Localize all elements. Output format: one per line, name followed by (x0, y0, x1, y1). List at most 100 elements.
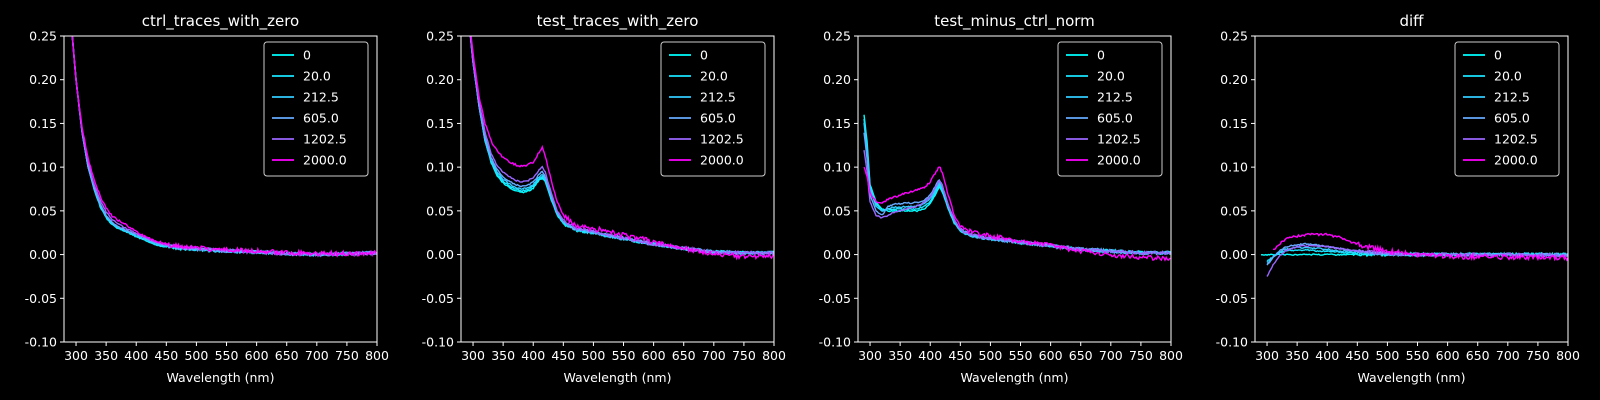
y-tick-label: -0.10 (25, 335, 57, 350)
x-tick-label: 650 (672, 348, 696, 363)
x-tick-label: 300 (858, 348, 882, 363)
y-tick-label: 0.25 (823, 29, 851, 44)
legend-label: 2000.0 (700, 153, 744, 168)
x-tick-label: 700 (702, 348, 726, 363)
x-tick-label: 650 (1466, 348, 1490, 363)
chart-title: test_traces_with_zero (537, 12, 699, 31)
legend-label: 605.0 (1097, 111, 1133, 126)
legend-label: 212.5 (1494, 90, 1530, 105)
legend-label: 605.0 (303, 111, 339, 126)
legend: 0 20.0 212.5 605.0 1202.5 2000.0 (1057, 41, 1163, 177)
x-tick-label: 800 (1159, 348, 1183, 363)
y-tick-label: 0.00 (823, 247, 851, 262)
legend-label: 0 (700, 48, 708, 63)
axes-frame (460, 35, 775, 343)
y-tick-label: 0.20 (426, 72, 454, 87)
x-tick-label: 450 (948, 348, 972, 363)
y-tick-label: 0.10 (426, 160, 454, 175)
x-tick-label: 350 (1285, 348, 1309, 363)
x-tick-label: 700 (1496, 348, 1520, 363)
y-tick-label: -0.05 (422, 291, 454, 306)
y-tick-label: 0.25 (426, 29, 454, 44)
y-tick-label: -0.10 (1216, 335, 1248, 350)
x-tick-label: 300 (461, 348, 485, 363)
x-tick-label: 400 (124, 348, 148, 363)
x-axis-label: Wavelength (nm) (961, 370, 1069, 385)
legend-label: 1202.5 (700, 132, 744, 147)
x-tick-label: 750 (732, 348, 756, 363)
series-group (1260, 232, 1568, 277)
y-tick-label: 0.00 (426, 247, 454, 262)
x-tick-label: 550 (612, 348, 636, 363)
legend-label: 0 (303, 48, 311, 63)
legend-label: 212.5 (1097, 90, 1133, 105)
y-tick-label: 0.15 (29, 116, 57, 131)
x-axis-label: Wavelength (nm) (1358, 370, 1466, 385)
legend-label: 212.5 (303, 90, 339, 105)
y-tick-label: -0.10 (422, 335, 454, 350)
y-tick-label: -0.05 (819, 291, 851, 306)
y-tick-label: 0.00 (1220, 247, 1248, 262)
chart-title: test_minus_ctrl_norm (934, 12, 1095, 31)
x-tick-label: 650 (1069, 348, 1093, 363)
panel-ctrl-traces: ctrl_traces_with_zero Wavelength (nm) 30… (25, 12, 389, 385)
chart-title: ctrl_traces_with_zero (142, 12, 299, 31)
x-tick-label: 500 (581, 348, 605, 363)
plot-area: 300 350 400 450 500 550 600 650 700 750 800 -0.10 -0… (25, 29, 389, 364)
x-tick-label: 500 (184, 348, 208, 363)
chart-title: diff (1399, 12, 1424, 30)
series-line-2000.0 (470, 36, 774, 261)
x-tick-label: 600 (245, 348, 269, 363)
legend-label: 605.0 (1494, 111, 1530, 126)
x-tick-label: 700 (1099, 348, 1123, 363)
legend-label: 2000.0 (303, 153, 347, 168)
x-tick-label: 750 (1129, 348, 1153, 363)
legend-label: 1202.5 (303, 132, 347, 147)
x-tick-label: 500 (1375, 348, 1399, 363)
x-tick-label: 300 (1255, 348, 1279, 363)
legend: 0 20.0 212.5 605.0 1202.5 2000.0 (263, 41, 369, 177)
series-line-2000.0 (863, 166, 1171, 262)
series-line-2000.0 (71, 36, 377, 258)
x-tick-label: 650 (275, 348, 299, 363)
x-tick-label: 800 (365, 348, 389, 363)
x-tick-label: 400 (1315, 348, 1339, 363)
x-tick-label: 550 (1009, 348, 1033, 363)
legend-label: 212.5 (700, 90, 736, 105)
y-tick-label: 0.05 (426, 203, 454, 218)
x-tick-label: 450 (1345, 348, 1369, 363)
y-tick-label: 0.05 (1220, 203, 1248, 218)
x-tick-label: 550 (215, 348, 239, 363)
y-tick-label: 0.10 (29, 160, 57, 175)
legend-label: 605.0 (700, 111, 736, 126)
legend-label: 0 (1097, 48, 1105, 63)
x-tick-label: 350 (888, 348, 912, 363)
plot-area: 300 350 400 450 500 550 600 650 700 750 800 -0.10 -0… (819, 29, 1183, 364)
legend-label: 1202.5 (1097, 132, 1141, 147)
series-line-2000.0 (1272, 232, 1568, 262)
x-tick-label: 500 (978, 348, 1002, 363)
x-tick-label: 750 (335, 348, 359, 363)
legend-label: 20.0 (1494, 69, 1522, 84)
y-tick-label: 0.10 (1220, 160, 1248, 175)
y-tick-label: 0.20 (823, 72, 851, 87)
x-tick-label: 550 (1406, 348, 1430, 363)
x-tick-label: 600 (642, 348, 666, 363)
y-tick-label: 0.00 (29, 247, 57, 262)
axes-frame (857, 35, 1172, 343)
y-tick-label: 0.25 (1220, 29, 1248, 44)
legend-label: 2000.0 (1494, 153, 1538, 168)
x-tick-label: 700 (305, 348, 329, 363)
panel-diff: diff Wavelength (nm) 300 350 400 450 500 550 6… (1216, 12, 1580, 385)
y-tick-label: -0.05 (1216, 291, 1248, 306)
y-tick-label: 0.15 (823, 116, 851, 131)
legend: 0 20.0 212.5 605.0 1202.5 2000.0 (660, 41, 766, 177)
legend-label: 20.0 (700, 69, 728, 84)
legend-label: 2000.0 (1097, 153, 1141, 168)
legend-label: 20.0 (303, 69, 331, 84)
panel-test-minus-ctrl: test_minus_ctrl_norm Wavelength (nm) 300… (819, 12, 1183, 385)
x-axis-label: Wavelength (nm) (167, 370, 275, 385)
x-tick-label: 400 (521, 348, 545, 363)
x-tick-label: 400 (918, 348, 942, 363)
